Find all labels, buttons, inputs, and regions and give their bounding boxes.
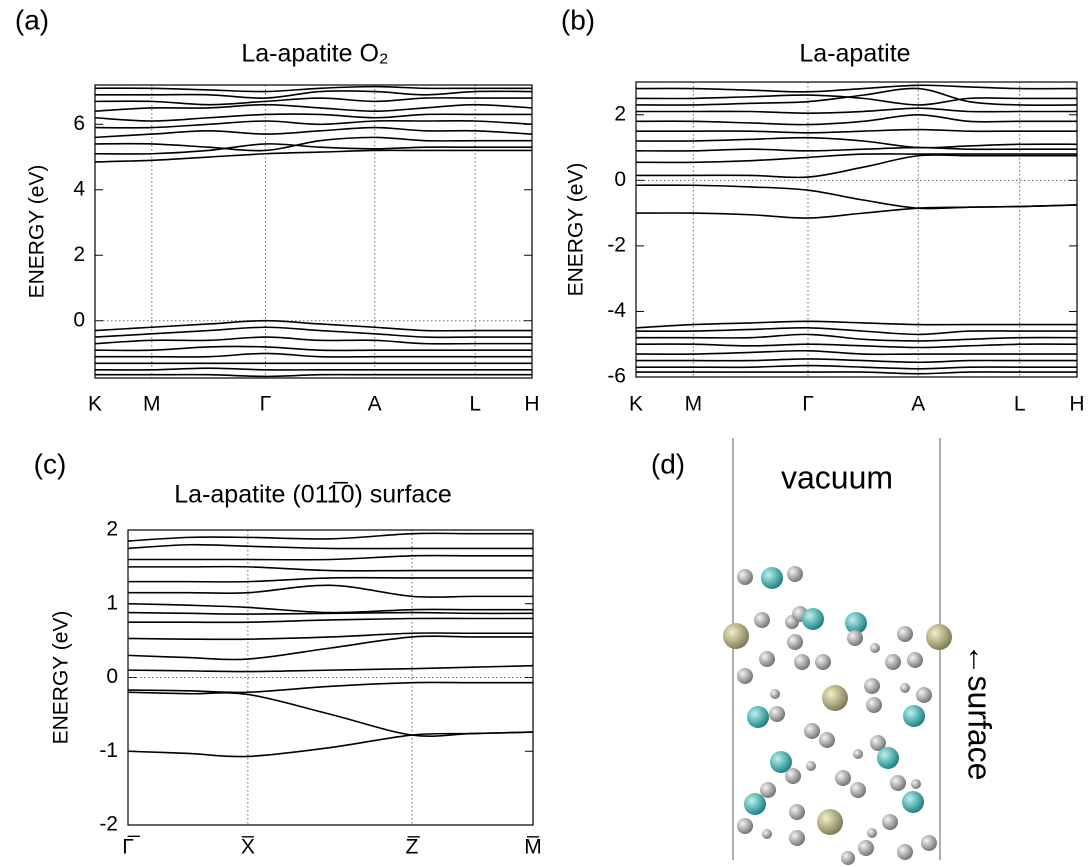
surface-label: ←surface	[962, 644, 998, 781]
band-line	[636, 320, 1077, 329]
chart-title: La-apatite (011̅0) surface	[174, 481, 451, 509]
band-line	[95, 103, 532, 112]
band-line	[636, 371, 1077, 375]
band-line	[636, 136, 1077, 149]
band-line	[636, 84, 1077, 93]
atoms	[723, 566, 952, 865]
y-tick-label: -1	[99, 739, 118, 762]
chart-title: La-apatite	[799, 40, 910, 68]
band-line	[95, 373, 532, 378]
band-line	[95, 143, 532, 155]
band-line	[128, 532, 533, 542]
x-tick-label: M̅	[524, 836, 542, 859]
band-line	[128, 681, 533, 694]
y-axis-label: ENERGY (eV)	[26, 165, 49, 299]
band-line	[95, 367, 532, 371]
x-tick-label: Γ̅	[122, 836, 141, 859]
y-tick-label: -4	[607, 299, 626, 322]
panel-label: (c)	[34, 448, 67, 479]
band-line	[128, 617, 533, 624]
band-line	[95, 113, 532, 122]
band-line	[128, 584, 533, 598]
band-line	[636, 87, 1077, 106]
band-line	[95, 345, 532, 352]
y-tick-label: -2	[607, 233, 626, 256]
x-tick-label: Z̅	[405, 836, 420, 859]
y-tick-label: 4	[73, 177, 85, 200]
band-line	[95, 319, 532, 332]
band-line	[636, 153, 1077, 164]
y-tick-label: 1	[106, 591, 118, 614]
y-tick-label: 2	[106, 518, 118, 541]
band-line	[95, 352, 532, 358]
y-tick-label: 0	[73, 308, 85, 331]
band-line	[95, 149, 532, 163]
x-tick-label: L	[1014, 393, 1026, 416]
band-line	[95, 136, 532, 152]
band-line	[636, 327, 1077, 336]
band-line	[95, 126, 532, 139]
x-tick-label: A	[368, 393, 382, 416]
band-line	[636, 128, 1077, 134]
band-line	[128, 635, 533, 661]
band-line	[128, 554, 533, 561]
x-tick-label: L	[469, 393, 481, 416]
plot-frame	[127, 529, 534, 826]
band-line	[95, 336, 532, 345]
band-line	[128, 632, 533, 641]
band-line	[636, 364, 1077, 370]
y-tick-label: 6	[73, 112, 85, 135]
band-line	[128, 664, 533, 673]
band-line	[636, 94, 1077, 106]
band-line	[95, 97, 532, 106]
panel-label: (a)	[15, 4, 49, 35]
y-tick-label: 0	[614, 168, 626, 191]
vacuum-label: vacuum	[781, 459, 893, 495]
panel-label: (b)	[561, 4, 595, 35]
y-axis-label: ENERGY (eV)	[565, 163, 588, 297]
y-tick-label: 2	[73, 243, 85, 266]
x-tick-label: X̅	[241, 836, 255, 859]
band-line	[95, 119, 532, 129]
y-tick-label: -6	[607, 365, 626, 388]
y-tick-label: -2	[99, 813, 118, 836]
x-tick-label: M	[143, 393, 161, 416]
band-line	[636, 333, 1077, 342]
band-line	[636, 146, 1077, 152]
band-line	[128, 543, 533, 550]
band-line	[128, 602, 533, 614]
plot-frame	[635, 81, 1078, 378]
y-tick-label: 2	[614, 102, 626, 125]
band-line	[95, 326, 532, 339]
band-line	[128, 731, 533, 758]
x-tick-label: Γ	[260, 393, 272, 416]
x-tick-label: H	[524, 393, 539, 416]
band-line	[636, 154, 1077, 179]
x-tick-label: K	[88, 393, 102, 416]
band-line	[636, 343, 1077, 349]
band-line	[95, 85, 532, 93]
y-axis-label: ENERGY (eV)	[50, 611, 73, 745]
band-line	[95, 90, 532, 99]
band-line	[636, 107, 1077, 114]
x-tick-label: A	[911, 393, 925, 416]
band-line	[636, 113, 1077, 126]
panel-label: (d)	[651, 448, 685, 479]
band-line	[636, 349, 1077, 356]
x-tick-label: H	[1069, 393, 1084, 416]
band-line	[128, 691, 533, 738]
structure-panel: (d) vacuum ←surface	[651, 438, 998, 865]
band-line	[128, 565, 533, 572]
y-tick-label: 0	[106, 665, 118, 688]
chart-title: La-apatite O₂	[241, 40, 388, 68]
x-tick-label: Γ	[802, 393, 814, 416]
band-line	[128, 576, 533, 583]
plot-frame	[94, 84, 533, 379]
band-line	[636, 358, 1077, 364]
x-tick-label: K	[629, 393, 643, 416]
x-tick-label: M	[685, 393, 703, 416]
band-line	[636, 184, 1077, 210]
